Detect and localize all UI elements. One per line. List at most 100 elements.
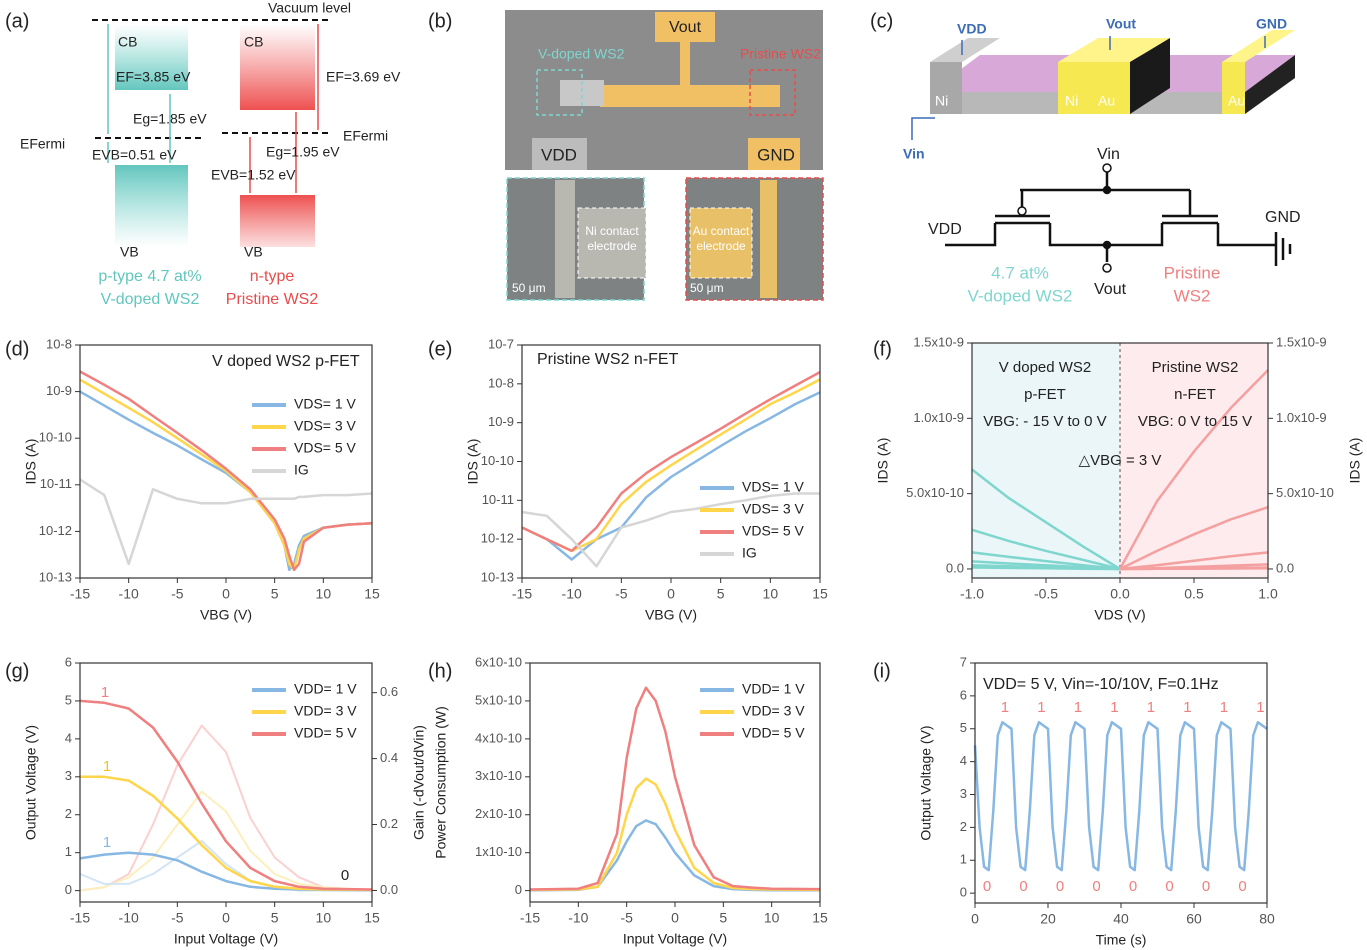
annotation: 1 [103, 758, 111, 775]
y-tick-label: 1 [65, 844, 72, 859]
label: Ni [1065, 93, 1078, 109]
panel-labels: (a) (b) (c) (d) (e) (f) (g) (h) (i) [5, 10, 893, 682]
y2-axis-label: Gain (-dVout/dVin) [411, 725, 427, 840]
ni-block [930, 62, 962, 114]
x-tick-label: -15 [70, 586, 90, 602]
annotation: 0 [1129, 878, 1137, 895]
annotation: 1 [1001, 699, 1009, 716]
cb-band [115, 24, 188, 90]
y2-tick-label: 0.0 [380, 882, 398, 897]
x-tick-label: 10 [316, 910, 332, 926]
legend-label: VDS= 3 V [742, 501, 805, 517]
series-line [529, 686, 821, 891]
label: VDD [957, 21, 987, 37]
y-tick-label: 5 [65, 692, 72, 707]
annotation: 0 [341, 867, 349, 884]
plot-frame [79, 662, 373, 903]
label: VB [120, 244, 139, 260]
au-block [1222, 62, 1245, 114]
electrode [577, 207, 647, 279]
y-tick-label: 4 [960, 753, 967, 768]
x-axis-label: VBG (V) [200, 607, 252, 623]
schematic [945, 163, 1292, 273]
annotation: 1 [1220, 699, 1228, 716]
legend-label: VDS= 5 V [294, 440, 357, 456]
label: EF=3.69 eV [326, 69, 401, 85]
y-tick-label: 4 [65, 730, 72, 745]
series-line [1119, 551, 1269, 571]
series-line [79, 370, 373, 572]
x-tick-label: 10 [316, 586, 332, 602]
annotation: n-FET [1174, 386, 1216, 403]
x-tick-label: 15 [364, 910, 380, 926]
label: CB [244, 34, 263, 50]
y-tick-label: 10-8 [488, 375, 514, 390]
scale-bar: 50 μm [512, 281, 546, 295]
y-tick-label: 10-11 [40, 476, 72, 491]
chart-title: VDD= 5 V, Vin=-10/10V, F=0.1Hz [983, 676, 1219, 693]
electrode [655, 12, 715, 42]
label: GND [1256, 16, 1287, 32]
label: V-doped WS2 [538, 46, 625, 62]
annotation: Pristine WS2 [1152, 359, 1239, 376]
label: Vout [1106, 16, 1136, 32]
x-tick-label: -10 [562, 586, 582, 602]
y-tick-label: 10-12 [481, 531, 514, 546]
panel-label: (a) [5, 10, 29, 32]
series-line [521, 391, 821, 561]
series-line [79, 840, 372, 892]
y-tick-label: 10-9 [488, 414, 514, 429]
annotation: 1 [1074, 699, 1082, 716]
electrode [680, 42, 690, 88]
legend-label: VDD= 5 V [742, 725, 805, 741]
y-tick-label: 0.0 [946, 560, 964, 575]
x-tick-label: -5 [171, 910, 184, 926]
series-line [1119, 506, 1269, 571]
label: Vin [903, 146, 925, 162]
legend-label: IG [742, 545, 757, 561]
label: Ni contact [585, 224, 639, 238]
au-block [1058, 62, 1130, 114]
label: Vout [1094, 281, 1127, 298]
label: VB [244, 244, 263, 260]
label: CB [118, 34, 137, 50]
y-tick-label: 1.0x10-9 [913, 410, 964, 425]
y-tick-label: 10-10 [39, 430, 72, 445]
plot-frame [521, 344, 821, 579]
series-line [973, 720, 1268, 872]
y-axis-label: IDS (A) [465, 439, 481, 485]
panel-label: (d) [5, 338, 29, 360]
panel-label: (e) [428, 338, 452, 360]
y-axis-label: IDS (A) [23, 439, 39, 485]
legend-label: VDD= 1 V [294, 681, 357, 697]
y-tick-label: 10-10 [481, 453, 514, 468]
y-tick-label: 2 [65, 806, 72, 821]
x-tick-label: 15 [364, 586, 380, 602]
au-top [1058, 38, 1170, 62]
y-tick-label: 10-11 [482, 492, 514, 507]
legend-label: VDD= 3 V [742, 703, 805, 719]
x-tick-label: -10 [119, 586, 139, 602]
caption: p-type 4.7 at% [98, 268, 201, 285]
label: electrode [587, 239, 637, 253]
region [1120, 343, 1268, 578]
series-line [1119, 566, 1269, 571]
x-tick-label: -15 [512, 586, 532, 602]
x-tick-label: 5 [271, 910, 279, 926]
micrograph: Vout V-doped WS2 Pristine WS2 VDD GND Ni… [505, 10, 824, 301]
y2-tick-label: 0.2 [380, 816, 398, 831]
y2-tick-label: 0.6 [380, 684, 398, 699]
series-line [521, 371, 821, 553]
legend-label: VDS= 1 V [742, 479, 805, 495]
au-side [1130, 38, 1170, 114]
annotation: VBG: - 15 V to 0 V [983, 413, 1106, 430]
x-tick-label: -5 [620, 910, 633, 926]
panel-label: (i) [873, 660, 891, 682]
x-axis-label: Time (s) [1096, 932, 1147, 948]
label: EFermi [343, 128, 388, 144]
y-tick-label: 10-9 [46, 383, 72, 398]
x-tick-label: 0 [671, 910, 679, 926]
plot-frame [529, 662, 821, 903]
